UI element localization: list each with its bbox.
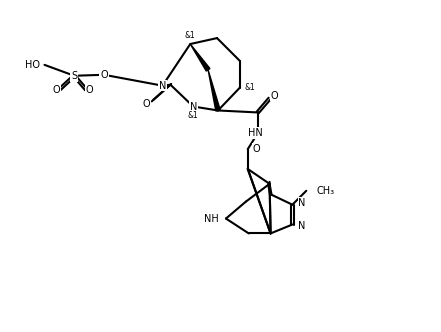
Text: &1: &1 xyxy=(244,83,255,92)
Text: O: O xyxy=(143,99,150,109)
Text: HN: HN xyxy=(248,128,263,138)
Text: O: O xyxy=(271,91,278,101)
Text: N: N xyxy=(299,198,306,208)
Text: N: N xyxy=(159,81,166,91)
Text: S: S xyxy=(71,71,77,81)
Text: N: N xyxy=(299,221,306,231)
Text: O: O xyxy=(52,85,60,95)
Text: N: N xyxy=(190,102,197,112)
Text: &1: &1 xyxy=(185,31,196,40)
Polygon shape xyxy=(208,70,220,111)
Polygon shape xyxy=(190,44,210,71)
Text: O: O xyxy=(253,144,260,154)
Text: HO: HO xyxy=(25,60,40,70)
Text: &1: &1 xyxy=(188,111,198,120)
Text: CH₃: CH₃ xyxy=(316,186,334,196)
Text: O: O xyxy=(100,70,108,80)
Text: NH: NH xyxy=(204,213,219,223)
Text: O: O xyxy=(85,85,93,95)
